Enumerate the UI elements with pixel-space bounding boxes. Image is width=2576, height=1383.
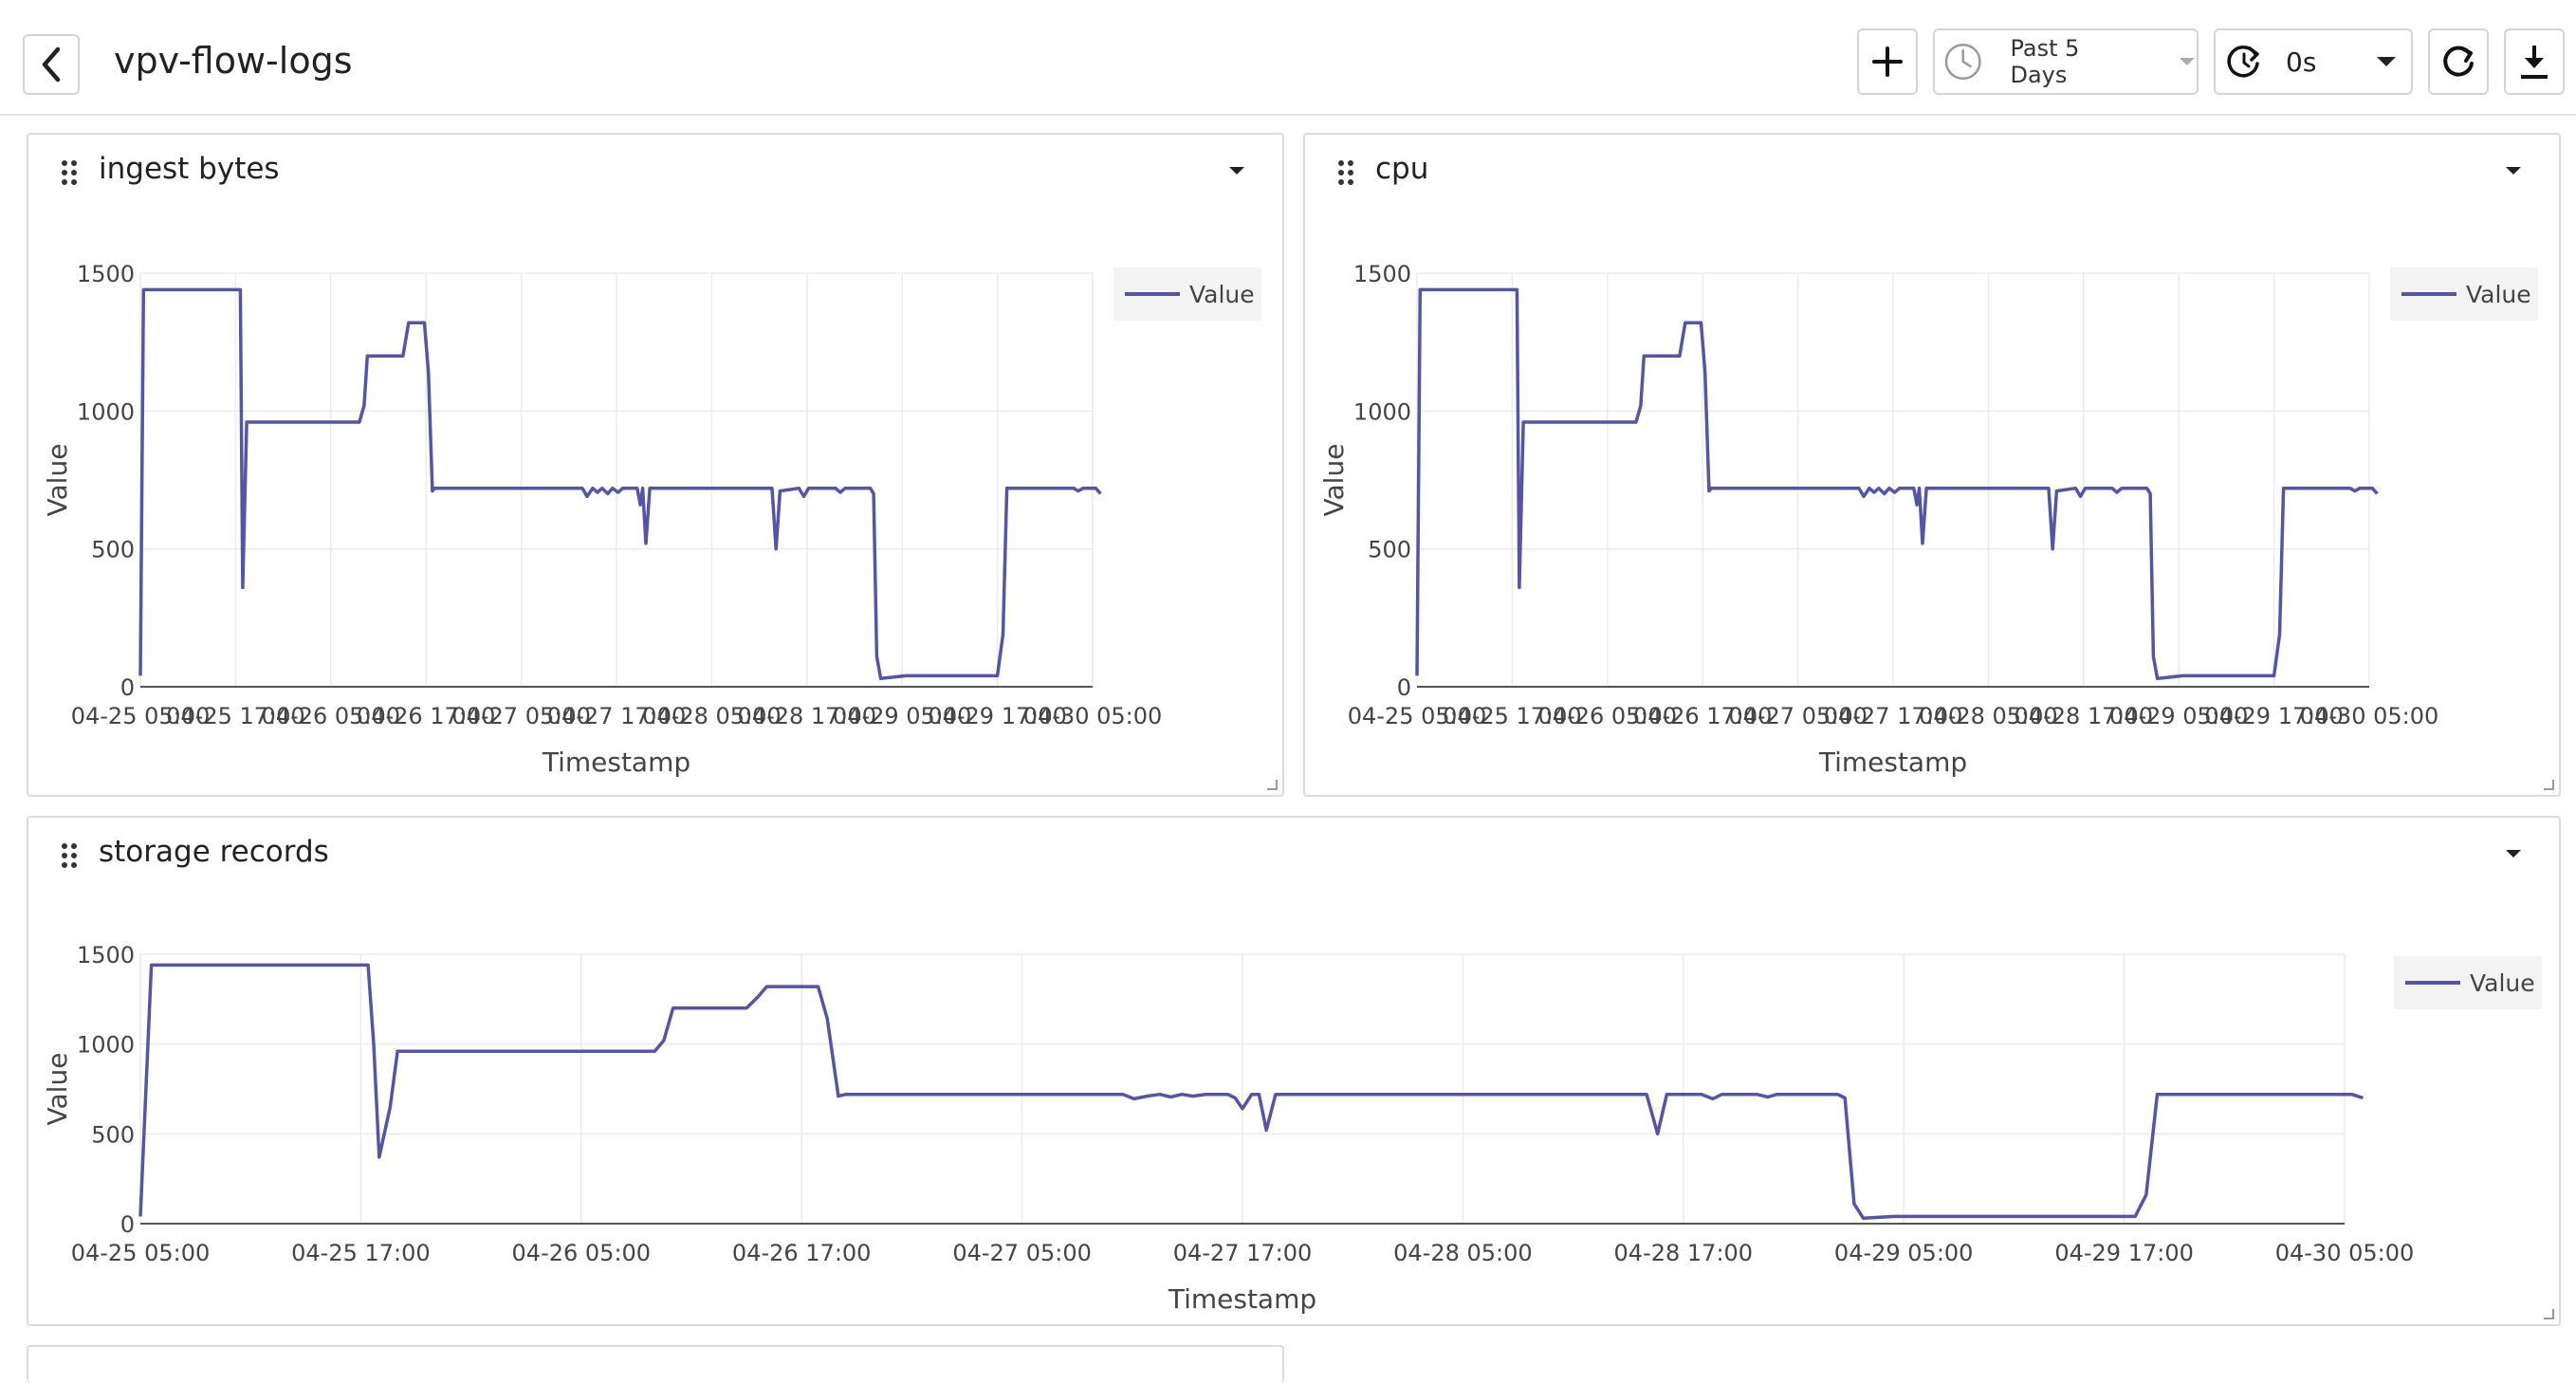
y-tick-label: 500 bbox=[1368, 537, 1411, 563]
back-button[interactable] bbox=[23, 34, 80, 95]
y-axis-title: Value bbox=[1318, 444, 1350, 517]
x-tick-label: 04-28 17:00 bbox=[2015, 703, 2154, 729]
x-tick-label: 04-27 17:00 bbox=[1173, 1240, 1313, 1266]
x-axis-title: Timestamp bbox=[1168, 1283, 1316, 1315]
x-tick-label: 04-27 05:00 bbox=[1728, 703, 1868, 729]
refresh-button[interactable] bbox=[2428, 28, 2489, 95]
panel-ingest-bytes: ingest bytes 0 500 1000 1500 04-25 05:00 04-2… bbox=[27, 133, 1284, 797]
resize-handle-icon[interactable] bbox=[2542, 1307, 2555, 1320]
refresh-icon bbox=[2443, 46, 2474, 77]
y-tick-label: 1000 bbox=[1353, 398, 1411, 425]
add-icon bbox=[1872, 46, 1903, 77]
panel-cpu: cpu 0 500 1000 1500 04-25 05:00 04-25 17:00 04… bbox=[1303, 133, 2561, 797]
legend-label: Value bbox=[1189, 281, 1255, 308]
x-tick-label: 04-30 05:00 bbox=[2275, 1240, 2415, 1266]
caret-down-icon bbox=[2180, 58, 2196, 65]
x-tick-label: 04-29 17:00 bbox=[928, 703, 1067, 729]
x-tick-label: 04-29 05:00 bbox=[833, 703, 972, 729]
dashboard-title: vpv-flow-logs bbox=[114, 40, 353, 82]
x-tick-label: 04-25 17:00 bbox=[1443, 703, 1582, 729]
x-tick-label: 04-29 05:00 bbox=[1834, 1240, 1974, 1266]
x-tick-label: 04-26 17:00 bbox=[1633, 703, 1773, 729]
panel-storage-records: storage records 0 500 1000 1500 04-25 05:00 0… bbox=[27, 816, 2561, 1326]
resize-handle-icon[interactable] bbox=[2542, 778, 2555, 791]
x-axis-title: Timestamp bbox=[542, 747, 690, 778]
time-range-label: Past 5 Days bbox=[2010, 35, 2080, 88]
drag-handle-icon[interactable] bbox=[61, 842, 78, 869]
x-tick-label: 04-25 05:00 bbox=[71, 1240, 211, 1266]
x-tick-label: 04-28 05:00 bbox=[642, 703, 782, 729]
top-bar: vpv-flow-logs Past 5 Days 0s bbox=[0, 0, 2576, 116]
x-tick-label: 04-26 05:00 bbox=[1538, 703, 1678, 729]
x-tick-label: 04-25 17:00 bbox=[166, 703, 305, 729]
x-tick-label: 04-29 17:00 bbox=[2204, 703, 2344, 729]
caret-down-icon bbox=[2377, 57, 2397, 66]
x-tick-label: 04-26 17:00 bbox=[357, 703, 496, 729]
auto-refresh-select[interactable]: 0s bbox=[2214, 28, 2413, 95]
x-tick-label: 04-27 05:00 bbox=[451, 703, 591, 729]
y-tick-label: 1000 bbox=[77, 1032, 135, 1059]
y-tick-label: 500 bbox=[91, 537, 135, 563]
y-tick-label: 0 bbox=[120, 674, 135, 701]
x-tick-label: 04-26 17:00 bbox=[732, 1240, 872, 1266]
x-axis-title: Timestamp bbox=[1818, 747, 1967, 778]
download-button[interactable] bbox=[2504, 28, 2565, 95]
resize-handle-icon[interactable] bbox=[1265, 778, 1279, 791]
panel-menu-caret-icon[interactable] bbox=[2504, 165, 2523, 176]
chart-storage-records: 0 500 1000 1500 04-25 05:00 04-25 17:00 04-26 … bbox=[42, 942, 2542, 1315]
y-tick-label: 0 bbox=[1397, 674, 1411, 701]
series-line-value bbox=[138, 963, 2364, 1221]
back-icon bbox=[42, 46, 61, 83]
y-tick-label: 0 bbox=[120, 1211, 135, 1238]
x-tick-label: 04-29 17:00 bbox=[2054, 1240, 2194, 1266]
legend-label: Value bbox=[2466, 281, 2531, 308]
clock-icon bbox=[1944, 43, 1981, 81]
refresh-interval-label: 0s bbox=[2286, 46, 2317, 78]
x-tick-label: 04-28 05:00 bbox=[1393, 1240, 1533, 1266]
x-tick-label: 04-27 17:00 bbox=[1824, 703, 1963, 729]
add-panel-button[interactable] bbox=[1857, 28, 1918, 95]
y-tick-label: 1500 bbox=[77, 261, 135, 287]
x-tick-label: 04-27 17:00 bbox=[547, 703, 687, 729]
panel-menu-caret-icon[interactable] bbox=[1227, 165, 1246, 176]
y-tick-label: 500 bbox=[91, 1121, 135, 1148]
chart-legend[interactable]: Value bbox=[1113, 267, 1261, 321]
panel-title: cpu bbox=[1375, 152, 1429, 186]
x-tick-label: 04-28 17:00 bbox=[1614, 1240, 1754, 1266]
y-tick-label: 1500 bbox=[77, 942, 135, 968]
x-tick-label: 04-28 17:00 bbox=[738, 703, 877, 729]
x-tick-label: 04-30 05:00 bbox=[1023, 703, 1163, 729]
x-tick-label: 04-26 05:00 bbox=[512, 1240, 652, 1266]
time-range-select[interactable]: Past 5 Days bbox=[1933, 28, 2199, 95]
panel-partial bbox=[27, 1345, 1284, 1383]
y-tick-label: 1000 bbox=[77, 398, 135, 425]
x-tick-label: 04-26 05:00 bbox=[262, 703, 401, 729]
x-tick-label: 04-27 05:00 bbox=[952, 1240, 1092, 1266]
legend-label: Value bbox=[2470, 969, 2535, 997]
x-tick-label: 04-25 05:00 bbox=[1348, 703, 1487, 729]
timer-refresh-icon bbox=[2227, 46, 2259, 78]
y-tick-label: 1500 bbox=[1353, 261, 1411, 287]
x-tick-label: 04-25 05:00 bbox=[71, 703, 211, 729]
series-line-value bbox=[1415, 287, 2379, 681]
drag-handle-icon[interactable] bbox=[1337, 159, 1354, 186]
panel-menu-caret-icon[interactable] bbox=[2504, 848, 2523, 859]
drag-handle-icon[interactable] bbox=[61, 159, 78, 186]
x-tick-label: 04-25 17:00 bbox=[291, 1240, 431, 1266]
x-tick-label: 04-29 05:00 bbox=[2109, 703, 2249, 729]
chart-legend[interactable]: Value bbox=[2394, 956, 2542, 1009]
panel-title: storage records bbox=[99, 835, 329, 869]
x-tick-label: 04-28 05:00 bbox=[1919, 703, 2058, 729]
series-line-value bbox=[138, 287, 1102, 681]
panel-title: ingest bytes bbox=[99, 152, 280, 186]
x-tick-label: 04-30 05:00 bbox=[2300, 703, 2439, 729]
y-axis-title: Value bbox=[42, 1053, 73, 1126]
download-icon bbox=[2521, 46, 2548, 79]
y-axis-title: Value bbox=[42, 444, 73, 517]
chart-legend[interactable]: Value bbox=[2390, 267, 2538, 321]
